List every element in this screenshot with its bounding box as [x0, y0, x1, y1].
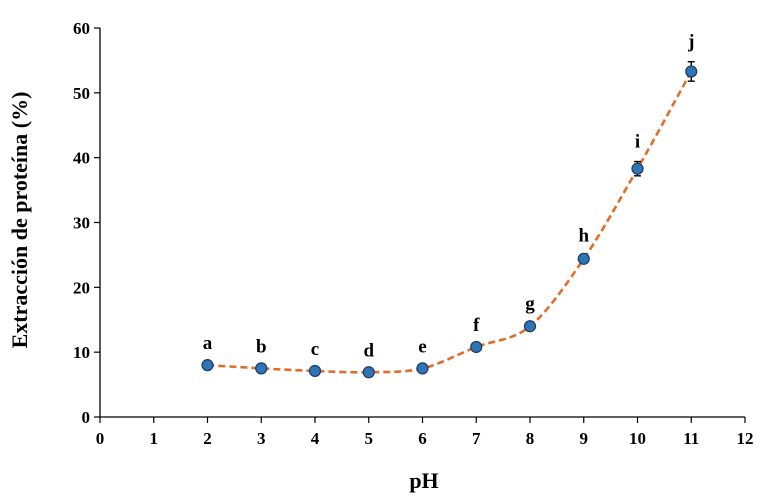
x-tick-label: 5 [365, 429, 374, 448]
data-point-label: g [525, 294, 535, 315]
data-point-label: c [311, 339, 319, 360]
x-tick-label: 8 [526, 429, 535, 448]
x-tick-label: 9 [580, 429, 589, 448]
x-tick-label: 1 [150, 429, 159, 448]
y-tick-label: 40 [73, 149, 90, 168]
data-point [255, 362, 268, 375]
x-axis-title: pH [409, 468, 438, 493]
data-point-label: d [363, 340, 374, 361]
data-point [685, 65, 698, 78]
data-point-label: e [418, 336, 426, 357]
data-point-label: a [203, 333, 213, 354]
data-point [523, 320, 537, 333]
data-point-label: i [635, 132, 640, 153]
data-point [201, 359, 214, 372]
y-axis-title: Extracción de proteína (%) [7, 92, 32, 349]
data-point-label: b [256, 336, 267, 357]
data-point [577, 252, 590, 265]
y-tick-label: 60 [73, 19, 90, 38]
data-point [308, 364, 322, 378]
x-tick-label: 2 [203, 429, 212, 448]
error-bar-layer [204, 61, 695, 375]
x-tick-label: 3 [257, 429, 266, 448]
trend-line [207, 70, 693, 374]
x-tick-label: 12 [737, 429, 754, 448]
x-tick-label: 4 [311, 429, 320, 448]
y-tick-label: 50 [73, 84, 90, 103]
data-point [470, 340, 483, 354]
x-tick-label: 7 [472, 429, 481, 448]
point-label-layer: a b c d e f g h i j [203, 32, 695, 362]
x-tick-label: 11 [683, 429, 699, 448]
data-point [362, 366, 375, 379]
x-tick-label: 10 [629, 429, 646, 448]
y-tick-label: 20 [73, 278, 90, 297]
y-tick-label: 10 [73, 343, 90, 362]
x-tick-label: 6 [418, 429, 427, 448]
data-point [631, 162, 644, 175]
data-point-layer [201, 65, 698, 379]
data-point-label: h [578, 226, 589, 247]
data-point [416, 362, 429, 375]
data-point-label: f [473, 315, 480, 336]
x-tick-label: 0 [96, 429, 105, 448]
data-point-label: j [687, 32, 694, 53]
trend-line-layer [207, 70, 693, 374]
y-tick-label: 0 [82, 408, 91, 427]
y-tick-label: 30 [73, 214, 90, 233]
